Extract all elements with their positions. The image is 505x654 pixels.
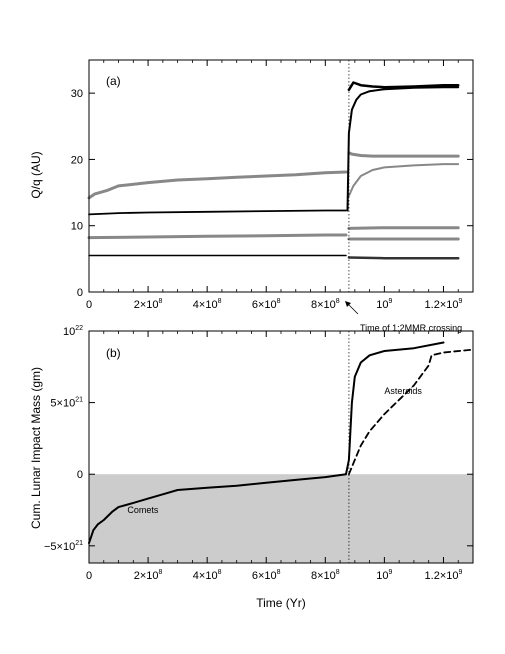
x-tick-label: 2×108 [134, 298, 163, 311]
panel-a-label: (a) [106, 74, 121, 88]
x-tick-label: 4×108 [193, 298, 222, 311]
series-line-4 [88, 209, 347, 216]
x-tick-label: 109 [376, 569, 392, 582]
annotation-text: Time of 1:2MMR crossing [360, 323, 462, 333]
y-tick-label: 5×1021 [50, 397, 83, 410]
series-line-3 [347, 163, 460, 197]
y-tick-label: 10 [71, 221, 83, 233]
panel-b-xlabel: Time (Yr) [256, 596, 306, 610]
annotation-arrowhead-icon [345, 301, 351, 307]
panel-b-ylabel: Cum. Lunar Impact Mass (gm) [29, 367, 43, 529]
panel-b-label: (b) [106, 346, 121, 360]
x-tick-label: 2×108 [134, 569, 163, 582]
x-tick-label: 4×108 [193, 569, 222, 582]
series-line-8 [347, 226, 460, 230]
series-line-asteroids [347, 348, 474, 476]
panel-a-series [87, 81, 460, 260]
x-tick-label: 0 [86, 570, 92, 582]
annotation-arrow-line [347, 303, 359, 315]
y-tick-label: 0 [77, 469, 83, 481]
series-line-comets [88, 341, 445, 544]
series-label-asteroids: Asteroids [384, 386, 422, 396]
x-tick-label: 1.2×109 [425, 569, 463, 582]
x-tick-label: 6×108 [252, 298, 281, 311]
y-tick-label: 30 [71, 88, 83, 100]
panel-a-ylabel: Q/q (AU) [29, 151, 43, 198]
negative-region [89, 474, 473, 563]
y-tick-label: 0 [77, 287, 83, 299]
x-tick-label: 8×108 [311, 569, 340, 582]
series-line-5 [346, 86, 460, 212]
x-tick-label: 109 [376, 298, 392, 311]
series-line-6 [347, 81, 460, 92]
x-tick-label: 6×108 [252, 569, 281, 582]
x-tick-label: 8×108 [311, 298, 340, 311]
x-tick-label: 1.2×109 [425, 298, 463, 311]
mmr-crossing-annotation: Time of 1:2MMR crossing [345, 301, 462, 333]
x-tick-label: 0 [86, 299, 92, 311]
series-line-1 [87, 170, 348, 200]
panel-b-series [88, 341, 474, 544]
panel-a: 0 10 20 30 0 2×108 4×108 6×108 8×108 109 1.2×109 (… [29, 59, 474, 311]
series-line-11 [347, 256, 460, 260]
series-label-comets: Comets [127, 505, 159, 515]
y-tick-label: −5×1021 [44, 540, 83, 553]
series-line-7 [87, 233, 348, 240]
panel-b: −5×1021 0 5×1021 1022 0 2×108 4×108 6×108 8×108 1… [29, 325, 474, 610]
y-tick-label: 20 [71, 154, 83, 166]
y-tick-label: 1022 [63, 325, 83, 338]
series-line-2 [347, 151, 460, 158]
